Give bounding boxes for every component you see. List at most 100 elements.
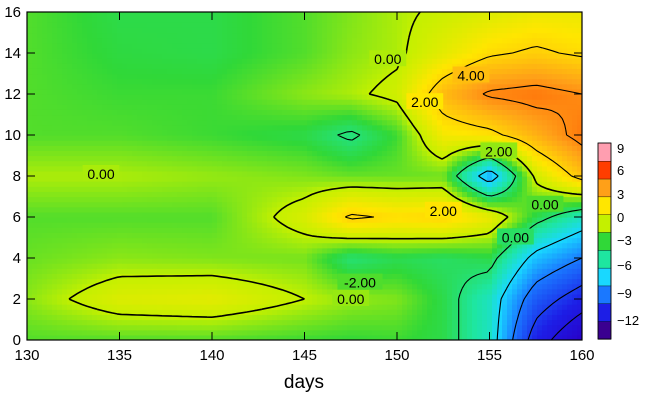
- heatmap-cell: [322, 324, 328, 331]
- heatmap-cell: [197, 319, 203, 326]
- heatmap-cell: [312, 124, 318, 131]
- heatmap-cell: [442, 222, 448, 228]
- heatmap-cell: [427, 309, 433, 315]
- heatmap-cell: [187, 293, 193, 300]
- heatmap-cell: [477, 155, 483, 162]
- heatmap-cell: [112, 278, 118, 285]
- heatmap-cell: [557, 309, 563, 315]
- heatmap-cell: [552, 329, 558, 336]
- heatmap-cell: [447, 135, 453, 141]
- heatmap-cell: [147, 206, 153, 213]
- heatmap-cell: [502, 334, 508, 340]
- heatmap-cell: [202, 150, 208, 157]
- heatmap-cell: [327, 273, 333, 280]
- heatmap-cell: [347, 191, 353, 198]
- heatmap-cell: [537, 217, 543, 223]
- heatmap-cell: [422, 201, 428, 208]
- heatmap-cell: [167, 227, 173, 233]
- heatmap-cell: [217, 222, 223, 228]
- heatmap-cell: [167, 201, 173, 208]
- heatmap-cell: [547, 237, 553, 244]
- heatmap-cell: [322, 283, 328, 290]
- heatmap-cell: [267, 324, 273, 331]
- heatmap-cell: [337, 150, 343, 157]
- heatmap-cell: [557, 258, 563, 264]
- heatmap-cell: [492, 222, 498, 228]
- heatmap-cell: [237, 329, 243, 336]
- heatmap-cell: [272, 273, 278, 280]
- heatmap-cell: [532, 211, 538, 218]
- heatmap-cell: [237, 232, 243, 239]
- heatmap-cell: [57, 170, 63, 177]
- heatmap-cell: [267, 124, 273, 131]
- heatmap-cell: [297, 309, 303, 315]
- heatmap-cell: [177, 237, 183, 244]
- heatmap-cell: [127, 211, 133, 218]
- heatmap-cell: [562, 222, 568, 228]
- heatmap-cell: [217, 140, 223, 146]
- heatmap-cell: [542, 160, 548, 167]
- heatmap-cell: [232, 299, 238, 305]
- heatmap-cell: [572, 196, 578, 203]
- heatmap-cell: [502, 299, 508, 305]
- heatmap-cell: [372, 232, 378, 239]
- heatmap-cell: [52, 232, 58, 239]
- heatmap-cell: [407, 278, 413, 285]
- heatmap-cell: [182, 186, 188, 192]
- heatmap-cell: [522, 150, 528, 157]
- heatmap-cell: [522, 114, 528, 121]
- heatmap-cell: [192, 196, 198, 203]
- heatmap-cell: [492, 129, 498, 136]
- heatmap-cell: [342, 176, 348, 182]
- heatmap-cell: [497, 191, 503, 198]
- heatmap-cell: [42, 288, 48, 295]
- heatmap-cell: [447, 242, 453, 249]
- heatmap-cell: [57, 201, 63, 208]
- heatmap-cell: [192, 170, 198, 177]
- heatmap-cell: [207, 299, 213, 305]
- heatmap-cell: [97, 186, 103, 192]
- heatmap-cell: [117, 252, 123, 259]
- heatmap-cell: [62, 242, 68, 249]
- heatmap-cell: [97, 191, 103, 198]
- heatmap-cell: [327, 263, 333, 269]
- heatmap-cell: [307, 304, 313, 310]
- heatmap-cell: [457, 314, 463, 321]
- heatmap-cell: [532, 283, 538, 290]
- heatmap-cell: [497, 119, 503, 126]
- heatmap-cell: [282, 201, 288, 208]
- heatmap-cell: [422, 263, 428, 269]
- heatmap-cell: [577, 293, 582, 300]
- heatmap-cell: [422, 170, 428, 177]
- heatmap-cell: [417, 299, 423, 305]
- heatmap-cell: [457, 140, 463, 146]
- heatmap-cell: [167, 242, 173, 249]
- heatmap-cell: [247, 211, 253, 218]
- heatmap-cell: [552, 263, 558, 269]
- heatmap-cell: [502, 309, 508, 315]
- heatmap-cell: [482, 201, 488, 208]
- heatmap-cell: [237, 186, 243, 192]
- heatmap-cell: [232, 222, 238, 228]
- heatmap-cell: [437, 176, 443, 182]
- heatmap-cell: [157, 145, 163, 151]
- heatmap-cell: [97, 129, 103, 136]
- heatmap-cell: [147, 109, 153, 116]
- heatmap-cell: [557, 278, 563, 285]
- heatmap-cell: [572, 119, 578, 126]
- heatmap-cell: [57, 263, 63, 269]
- heatmap-cell: [107, 140, 113, 146]
- heatmap-cell: [422, 278, 428, 285]
- heatmap-cell: [322, 273, 328, 280]
- heatmap-cell: [307, 165, 313, 172]
- heatmap-cell: [137, 227, 143, 233]
- heatmap-cell: [127, 283, 133, 290]
- heatmap-cell: [167, 283, 173, 290]
- heatmap-cell: [82, 278, 88, 285]
- heatmap-cell: [377, 109, 383, 116]
- heatmap-cell: [362, 201, 368, 208]
- heatmap-cell: [152, 222, 158, 228]
- heatmap-cell: [112, 242, 118, 249]
- heatmap-cell: [237, 288, 243, 295]
- heatmap-cell: [562, 288, 568, 295]
